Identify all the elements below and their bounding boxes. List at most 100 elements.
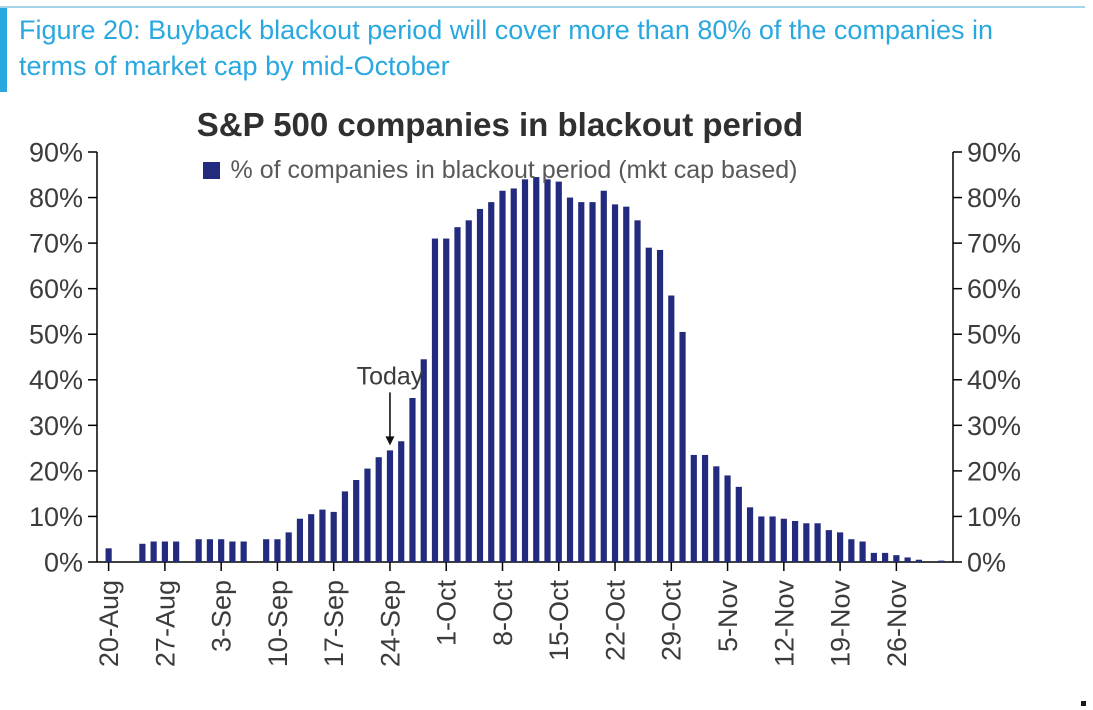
bar-21-Nov xyxy=(859,541,866,563)
bar-27-Sep xyxy=(420,359,427,563)
y-tick-label-left-40%: 40% xyxy=(29,365,83,395)
y-tick-label-left-90%: 90% xyxy=(29,138,83,168)
bar-24-Sep xyxy=(386,450,394,563)
bar-18-Oct xyxy=(589,202,596,563)
x-tick-label-26-Nov: 26-Nov xyxy=(882,580,912,668)
y-tick-label-right-30%: 30% xyxy=(967,411,1021,441)
y-tick-label-right-70%: 70% xyxy=(967,229,1021,259)
bar-5-Nov xyxy=(724,475,731,563)
bar-17-Oct xyxy=(578,202,585,563)
bar-16-Oct xyxy=(566,197,574,563)
y-tick-label-right-60%: 60% xyxy=(967,274,1021,304)
bar-28-Aug xyxy=(173,541,180,563)
page-artifact-dot xyxy=(1081,701,1086,706)
y-tick-label-left-0%: 0% xyxy=(44,548,83,578)
x-tick-label-5-Nov: 5-Nov xyxy=(713,580,743,653)
bar-25-Sep xyxy=(398,441,405,563)
bar-5-Sep xyxy=(240,541,247,563)
bar-8-Nov xyxy=(758,516,765,563)
x-tick-label-17-Sep: 17-Sep xyxy=(319,580,349,667)
bar-26-Sep xyxy=(409,398,416,563)
bar-1-Oct xyxy=(443,238,450,563)
bar-2-Oct xyxy=(454,227,461,563)
bar-5-Oct xyxy=(488,202,495,563)
bar-22-Oct xyxy=(611,204,619,563)
bar-20-Aug xyxy=(105,548,112,563)
bar-20-Sep xyxy=(364,468,371,563)
bar-30-Aug xyxy=(195,539,202,563)
today-arrow-head-icon xyxy=(385,436,395,446)
y-tick-label-right-80%: 80% xyxy=(967,183,1021,213)
bar-3-Oct xyxy=(465,220,472,563)
bar-12-Sep xyxy=(296,518,304,563)
bar-19-Sep xyxy=(353,480,360,563)
y-tick-label-right-40%: 40% xyxy=(967,365,1021,395)
x-tick-label-27-Aug: 27-Aug xyxy=(150,580,180,667)
y-tick-label-left-10%: 10% xyxy=(29,502,83,532)
chart-svg: 0% 0% 10% 10% 20% 20% 30% 30% 40% 40% 50% 50% 60% 60%… xyxy=(29,138,1021,668)
bar-13-Nov xyxy=(791,521,799,563)
y-tick-label-left-80%: 80% xyxy=(29,183,83,213)
bar-13-Sep xyxy=(308,514,315,563)
bar-27-Aug xyxy=(161,541,168,563)
bar-21-Sep xyxy=(375,457,382,563)
y-tick-label-left-60%: 60% xyxy=(29,274,83,304)
x-tick-label-10-Sep: 10-Sep xyxy=(263,580,293,667)
x-tick-label-20-Aug: 20-Aug xyxy=(94,580,124,667)
bar-19-Oct xyxy=(600,190,607,563)
bar-19-Nov xyxy=(836,532,844,563)
y-tick-label-right-20%: 20% xyxy=(967,457,1021,487)
bar-31-Aug xyxy=(206,539,214,563)
bar-24-Oct xyxy=(634,220,641,563)
bar-20-Nov xyxy=(848,539,855,563)
x-tick-label-29-Oct: 29-Oct xyxy=(657,580,687,662)
bar-23-Aug xyxy=(139,544,146,563)
y-tick-label-right-10%: 10% xyxy=(967,502,1021,532)
bar-23-Oct xyxy=(623,206,630,563)
bar-25-Oct xyxy=(645,247,652,563)
figure-caption-text: Figure 20: Buyback blackout period will … xyxy=(0,8,1082,93)
bar-30-Nov xyxy=(938,560,945,563)
bar-7-Nov xyxy=(746,507,754,563)
bar-17-Sep xyxy=(330,512,337,563)
bar-8-Oct xyxy=(499,190,506,563)
bar-26-Oct xyxy=(656,250,664,563)
bar-2-Nov xyxy=(713,466,720,563)
bar-15-Oct xyxy=(555,181,562,563)
bar-14-Nov xyxy=(803,523,810,563)
y-tick-label-left-20%: 20% xyxy=(29,457,83,487)
bar-11-Oct xyxy=(533,177,540,563)
x-tick-label-8-Oct: 8-Oct xyxy=(488,580,518,647)
bar-7-Sep xyxy=(263,539,270,563)
bar-18-Sep xyxy=(341,491,349,563)
bar-12-Oct xyxy=(544,179,551,563)
bar-4-Sep xyxy=(229,541,236,563)
bar-16-Nov xyxy=(825,530,832,563)
bar-23-Nov xyxy=(882,553,889,563)
bar-11-Sep xyxy=(285,532,292,563)
bar-24-Aug xyxy=(150,541,157,563)
bar-14-Sep xyxy=(319,509,326,563)
bar-9-Oct xyxy=(510,188,517,563)
x-tick-label-1-Oct: 1-Oct xyxy=(432,580,462,647)
bar-6-Nov xyxy=(735,487,742,563)
y-tick-label-right-90%: 90% xyxy=(967,138,1021,168)
bar-31-Oct xyxy=(690,455,697,563)
bar-10-Oct xyxy=(521,179,529,563)
figure-caption-block: Figure 20: Buyback blackout period will … xyxy=(0,6,1085,93)
y-tick-label-left-30%: 30% xyxy=(29,411,83,441)
x-tick-label-19-Nov: 19-Nov xyxy=(826,580,856,668)
bar-27-Nov xyxy=(904,557,911,563)
bar-10-Sep xyxy=(274,539,281,563)
bar-15-Nov xyxy=(814,523,821,563)
bar-4-Oct xyxy=(476,209,484,563)
bar-26-Nov xyxy=(893,555,900,563)
chart-area: 0% 0% 10% 10% 20% 20% 30% 30% 40% 40% 50% 50% 60% 60%… xyxy=(0,92,1093,706)
x-tick-label-3-Sep: 3-Sep xyxy=(207,580,237,652)
x-tick-label-15-Oct: 15-Oct xyxy=(544,580,574,662)
bar-29-Oct xyxy=(668,295,675,563)
bar-12-Nov xyxy=(780,518,787,563)
y-tick-label-right-0%: 0% xyxy=(967,548,1006,578)
y-tick-label-left-70%: 70% xyxy=(29,229,83,259)
